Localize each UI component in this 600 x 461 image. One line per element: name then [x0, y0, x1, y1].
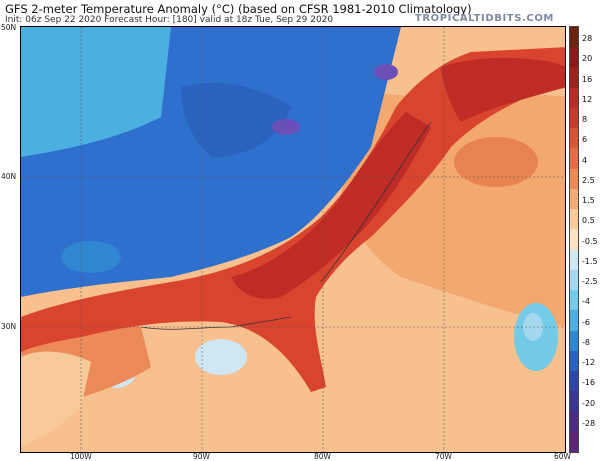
colorbar-label: 28	[582, 34, 593, 44]
colorbar-segment	[570, 310, 578, 331]
colorbar-segment	[570, 148, 578, 169]
maritime-hot-region	[441, 57, 565, 122]
florida-warm-region	[286, 317, 322, 392]
colorbar-label: -16	[582, 378, 596, 388]
colorbar-segment	[570, 290, 578, 311]
colorbar-label: -12	[582, 358, 596, 368]
lon-label-90w: 90W	[193, 452, 210, 461]
colorbar-label: 0.5	[582, 216, 595, 226]
colorbar-label: 8	[582, 115, 588, 125]
colorbar-segment	[570, 269, 578, 291]
cold-purple-spot-north	[374, 64, 398, 80]
colorbar-segment	[570, 229, 578, 250]
atlantic-coastline	[320, 121, 432, 283]
colorbar	[569, 26, 579, 453]
colorbar-label: -2.5	[582, 277, 598, 287]
gulf-cool-patch	[195, 339, 247, 375]
lat-label-30n: 30N	[1, 322, 17, 331]
colorbar-segment	[570, 107, 578, 129]
colorbar-segment	[570, 391, 578, 412]
plains-cold-patch	[61, 241, 121, 273]
colorbar-segment	[570, 67, 578, 88]
lon-label-70w: 70W	[435, 452, 452, 461]
map-title: GFS 2-meter Temperature Anomaly (°C) (ba…	[5, 2, 472, 16]
lat-label-40n: 40N	[1, 172, 17, 181]
colorbar-label: 4	[582, 155, 588, 165]
atlantic-anomaly-core	[454, 137, 538, 187]
lat-label-50n: 50N	[1, 23, 17, 32]
colorbar-label: 6	[582, 135, 588, 145]
colorbar-label: -20	[582, 398, 596, 408]
brand-watermark: TROPICALTIDBITS.COM	[414, 13, 554, 24]
colorbar-label: 1.5	[582, 196, 595, 206]
colorbar-segment	[570, 128, 578, 149]
lon-label-100w: 100W	[70, 452, 92, 461]
colorbar-label: -1.5	[582, 256, 598, 266]
colorbar-segment	[570, 431, 578, 452]
colorbar-segment	[570, 350, 578, 371]
cold-purple-spot	[272, 119, 300, 135]
colorbar-segment	[570, 330, 578, 351]
colorbar-segment	[570, 188, 578, 210]
colorbar-label: -28	[582, 418, 596, 428]
colorbar-segment	[570, 411, 578, 432]
east-coast-warm-region	[21, 47, 565, 392]
great-lakes-cold-region	[181, 83, 291, 157]
appalachian-hot-region	[231, 112, 431, 299]
anomaly-map	[20, 26, 566, 453]
colorbar-segment	[570, 249, 578, 270]
colorbar-label: -0.5	[582, 236, 598, 246]
colorbar-segment	[570, 27, 578, 48]
colorbar-segment	[570, 209, 578, 230]
colorbar-segment	[570, 370, 578, 392]
northwest-cool-region	[21, 27, 171, 157]
colorbar-segment	[570, 47, 578, 68]
map-subtitle: Init: 06z Sep 22 2020 Forecast Hour: [18…	[5, 15, 334, 25]
colorbar-label: 16	[582, 74, 593, 84]
lon-label-80w: 80W	[314, 452, 331, 461]
colorbar-label: 20	[582, 54, 593, 64]
mexico-neutral-region	[21, 351, 91, 447]
lon-label-60w: 60W	[554, 452, 571, 461]
colorbar-segment	[570, 168, 578, 189]
colorbar-label: 2.5	[582, 175, 595, 185]
colorbar-segment	[570, 87, 578, 108]
colorbar-label: 12	[582, 94, 593, 104]
colorbar-label: -6	[582, 317, 590, 327]
colorbar-label: -4	[582, 297, 590, 307]
colorbar-label: -8	[582, 337, 590, 347]
